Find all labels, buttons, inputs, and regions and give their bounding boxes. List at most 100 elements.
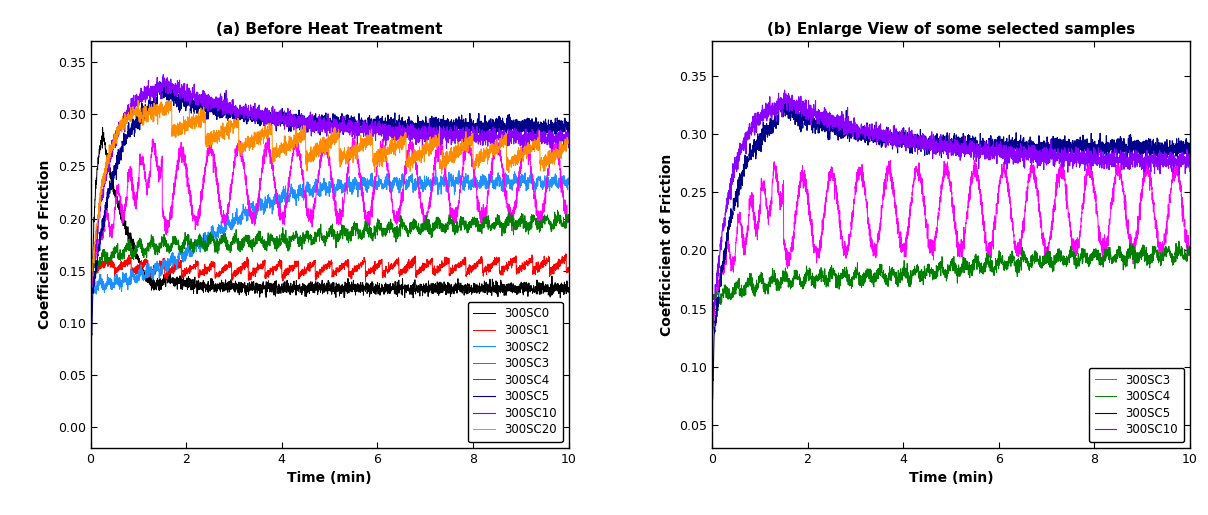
Title: (a) Before Heat Treatment: (a) Before Heat Treatment: [216, 22, 443, 37]
300SC3: [546, 132, 561, 139]
300SC10: [501, 131, 516, 138]
300SC2: [83, 287, 98, 293]
Line: 300SC1: 300SC1: [91, 254, 569, 296]
300SC10: [788, 107, 802, 113]
Line: 300SC3: 300SC3: [91, 135, 569, 295]
300SC4: [710, 308, 725, 314]
300SC1: [167, 264, 181, 270]
300SC5: [161, 78, 175, 84]
300SC10: [1122, 153, 1137, 160]
Line: 300SC10: 300SC10: [91, 75, 569, 293]
300SC1: [288, 258, 302, 264]
300SC1: [138, 262, 152, 268]
300SC2: [138, 273, 152, 280]
300SC0: [167, 276, 181, 282]
300SC5: [167, 97, 181, 103]
300SC5: [267, 111, 281, 117]
300SC10: [83, 290, 98, 296]
300SC3: [1168, 154, 1183, 161]
300SC4: [888, 272, 902, 279]
300SC5: [1173, 149, 1187, 155]
300SC5: [562, 119, 576, 126]
300SC5: [783, 95, 797, 101]
300SC10: [267, 117, 281, 123]
300SC4: [138, 246, 152, 252]
X-axis label: Time (min): Time (min): [288, 471, 372, 486]
Legend: 300SC3, 300SC4, 300SC5, 300SC10: 300SC3, 300SC4, 300SC5, 300SC10: [1088, 368, 1184, 442]
300SC5: [552, 127, 567, 133]
300SC3: [500, 204, 515, 211]
300SC10: [908, 135, 923, 141]
300SC10: [552, 136, 567, 143]
300SC5: [83, 367, 98, 373]
300SC4: [1173, 251, 1187, 257]
300SC4: [288, 232, 302, 238]
300SC3: [83, 285, 98, 291]
300SC2: [288, 188, 302, 195]
300SC20: [562, 139, 576, 145]
300SC4: [1172, 238, 1186, 244]
300SC20: [288, 141, 302, 147]
300SC4: [500, 214, 515, 220]
Line: 300SC4: 300SC4: [91, 210, 569, 273]
300SC10: [1173, 160, 1187, 166]
300SC10: [888, 138, 902, 144]
300SC3: [267, 178, 281, 184]
300SC5: [500, 121, 515, 127]
300SC5: [1122, 142, 1137, 148]
300SC20: [267, 152, 281, 158]
300SC3: [83, 292, 98, 298]
300SC1: [83, 293, 98, 299]
300SC3: [167, 183, 181, 190]
300SC10: [288, 114, 302, 121]
300SC0: [95, 124, 110, 130]
300SC5: [1183, 140, 1197, 146]
300SC3: [704, 325, 719, 331]
300SC0: [500, 284, 515, 290]
300SC3: [908, 169, 923, 175]
300SC0: [267, 292, 281, 298]
300SC3: [1173, 185, 1187, 192]
300SC4: [552, 219, 567, 225]
300SC2: [167, 256, 181, 262]
300SC10: [778, 87, 792, 93]
300SC5: [138, 105, 152, 111]
300SC0: [552, 287, 567, 293]
300SC10: [1183, 168, 1197, 175]
300SC2: [552, 182, 567, 188]
Legend: 300SC0, 300SC1, 300SC2, 300SC3, 300SC4, 300SC5, 300SC10, 300SC20: 300SC0, 300SC1, 300SC2, 300SC3, 300SC4, …: [467, 302, 563, 442]
300SC3: [1122, 235, 1137, 242]
Line: 300SC5: 300SC5: [91, 81, 569, 370]
300SC5: [759, 124, 773, 130]
300SC4: [704, 291, 719, 298]
Line: 300SC5: 300SC5: [712, 98, 1190, 420]
300SC1: [558, 251, 573, 257]
300SC4: [562, 216, 576, 222]
300SC2: [501, 172, 516, 178]
300SC1: [267, 266, 281, 272]
Line: 300SC0: 300SC0: [91, 127, 569, 348]
300SC5: [908, 141, 923, 147]
300SC0: [562, 286, 576, 292]
300SC4: [1183, 247, 1197, 253]
300SC4: [551, 207, 565, 213]
300SC3: [888, 205, 902, 211]
Y-axis label: Coefficicient of Friction: Coefficicient of Friction: [660, 153, 674, 336]
300SC3: [788, 212, 802, 218]
300SC10: [760, 104, 774, 110]
300SC20: [501, 156, 516, 162]
300SC10: [167, 90, 181, 96]
300SC3: [562, 219, 576, 226]
300SC20: [138, 114, 152, 120]
300SC0: [138, 274, 152, 281]
300SC0: [288, 286, 302, 292]
Y-axis label: Coefficient of Friction: Coefficient of Friction: [39, 160, 52, 329]
300SC3: [705, 333, 720, 339]
Line: 300SC3: 300SC3: [712, 158, 1190, 336]
300SC4: [788, 275, 802, 281]
Line: 300SC10: 300SC10: [712, 90, 1190, 334]
300SC20: [83, 286, 98, 293]
300SC20: [167, 122, 181, 128]
300SC10: [138, 87, 152, 93]
300SC3: [760, 201, 774, 207]
